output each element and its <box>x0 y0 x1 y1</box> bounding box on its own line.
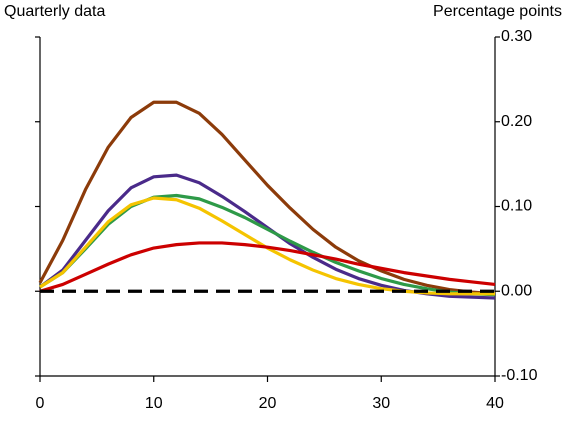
y-tick-label: 0.00 <box>501 282 532 299</box>
x-tick-label: 20 <box>259 395 277 412</box>
left-label: Quarterly data <box>4 3 105 20</box>
x-tick-label: 0 <box>36 395 45 412</box>
y-tick-label: 0.10 <box>501 198 532 215</box>
series-line <box>39 241 496 293</box>
right-label: Percentage points <box>433 3 562 20</box>
series-line <box>38 100 496 296</box>
x-tick-label: 40 <box>486 395 504 412</box>
x-tick-label: 30 <box>372 395 390 412</box>
y-tick-label: 0.20 <box>501 113 532 130</box>
y-tick-label: -0.10 <box>501 367 538 384</box>
x-tick-label: 10 <box>145 395 163 412</box>
series-line <box>39 173 496 300</box>
series-line <box>39 193 496 297</box>
y-tick-label: 0.30 <box>501 28 532 45</box>
